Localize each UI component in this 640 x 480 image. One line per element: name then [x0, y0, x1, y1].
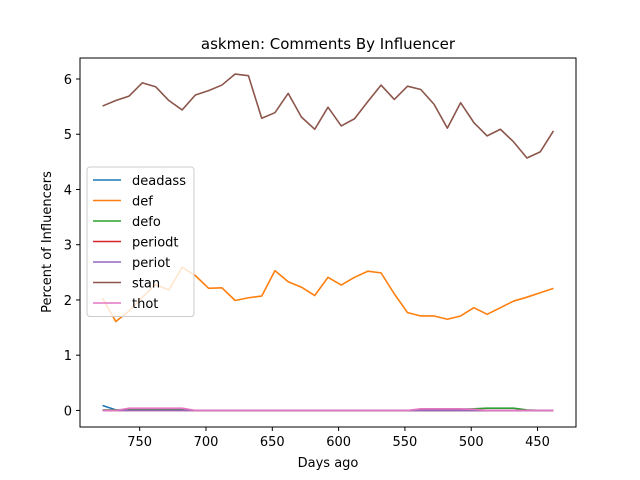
y-tick-label: 0 — [64, 404, 72, 419]
y-tick-label: 3 — [64, 239, 72, 254]
chart-title: askmen: Comments By Influencer — [201, 35, 456, 53]
series-line-stan — [102, 73, 555, 159]
y-tick-label: 5 — [64, 128, 72, 143]
x-tick-label: 650 — [260, 435, 285, 450]
series-line-thot — [102, 407, 554, 412]
x-tick-label: 450 — [525, 435, 550, 450]
legend-label-def: def — [132, 195, 153, 210]
y-axis: 0 1 2 3 4 5 6 — [64, 73, 80, 419]
x-tick-label: 500 — [459, 435, 484, 450]
legend-label-defo: defo — [132, 215, 161, 230]
x-tick-label: 700 — [194, 435, 219, 450]
x-tick-label: 600 — [326, 435, 351, 450]
legend-label-periodt: periodt — [132, 236, 179, 251]
plot-area-frame — [79, 57, 577, 428]
y-tick-label: 1 — [64, 349, 72, 364]
x-tick-label: 750 — [127, 435, 152, 450]
legend-label-stan: stan — [132, 277, 160, 292]
legend-box — [86, 166, 195, 317]
legend-label-deadass: deadass — [132, 174, 186, 189]
y-tick-label: 2 — [64, 294, 72, 309]
y-tick-label: 6 — [64, 73, 72, 88]
x-tick-label: 550 — [393, 435, 418, 450]
y-axis-label: Percent of Influencers — [40, 171, 55, 313]
x-axis-label: Days ago — [298, 456, 359, 471]
legend-label-thot: thot — [132, 297, 158, 312]
legend: deadass def defo periodt periot stan thot — [86, 166, 195, 317]
x-axis: 750 700 650 600 550 500 450 — [127, 427, 550, 450]
y-tick-label: 4 — [64, 183, 72, 198]
legend-label-periot: periot — [132, 256, 170, 271]
